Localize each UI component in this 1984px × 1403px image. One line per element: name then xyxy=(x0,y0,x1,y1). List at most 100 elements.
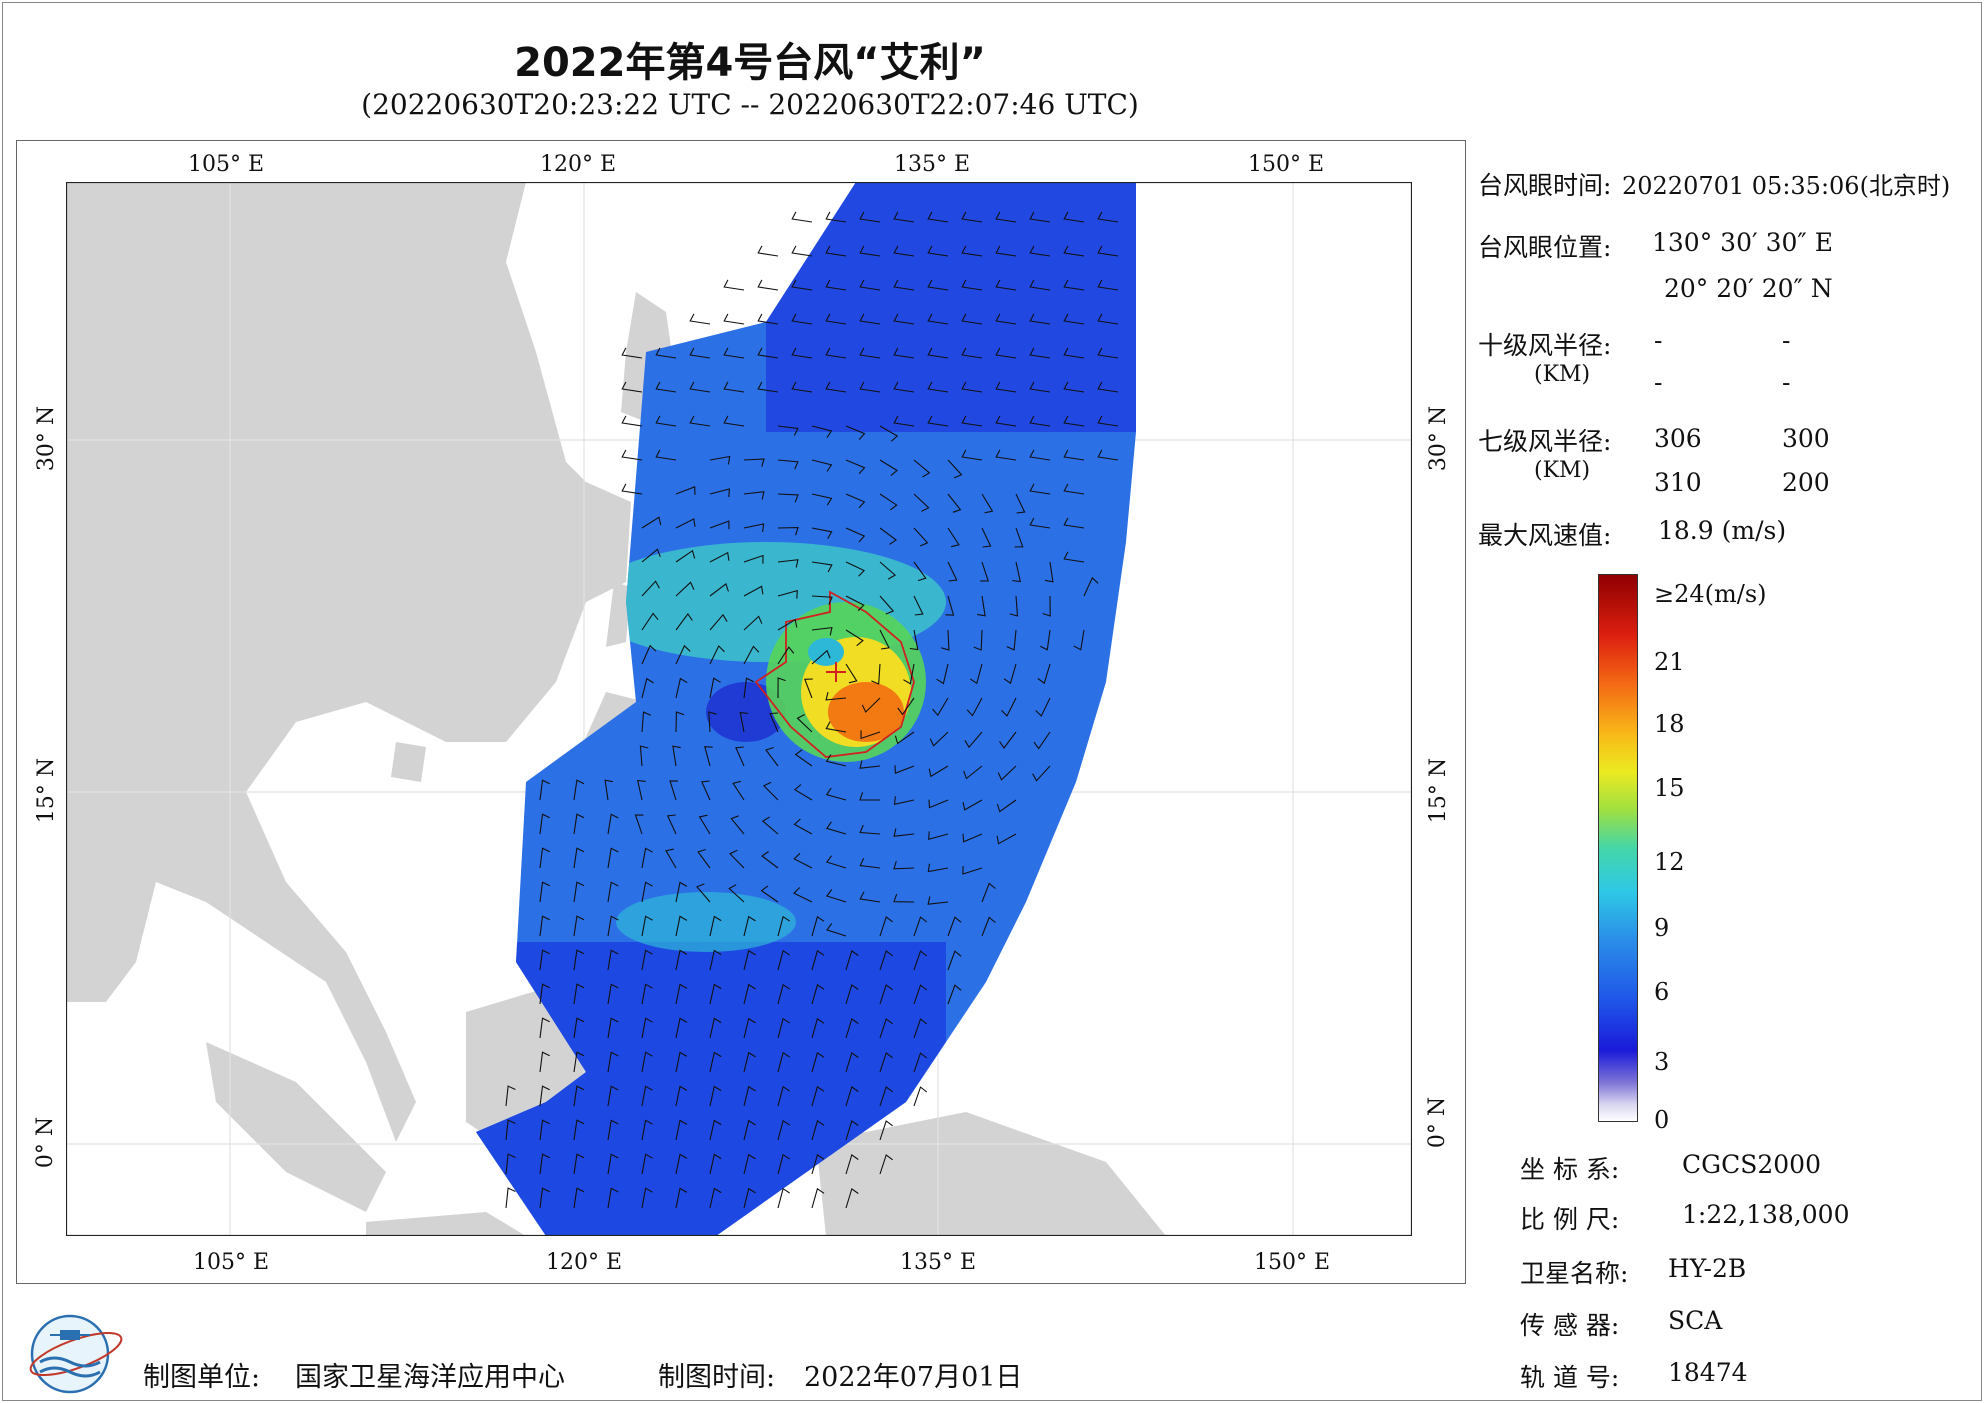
wind-barb xyxy=(743,1119,756,1141)
wind-barb xyxy=(675,1017,688,1039)
wind-barb xyxy=(539,949,550,971)
wind-barb xyxy=(825,855,847,869)
wind-barb xyxy=(621,347,643,359)
wind-barb xyxy=(913,595,924,616)
mapping-unit-label: 制图单位: xyxy=(143,1362,261,1393)
wind-barb xyxy=(1035,697,1051,717)
wind-barb xyxy=(777,1051,791,1073)
wind-barb xyxy=(505,1119,516,1141)
wind-barb xyxy=(893,279,915,291)
wind-barb xyxy=(1063,415,1085,427)
wind-barb xyxy=(859,211,881,223)
wind-barb xyxy=(539,915,550,937)
wind-barb xyxy=(947,527,960,548)
wind-barb xyxy=(1029,483,1051,495)
wind-barb xyxy=(1063,483,1085,495)
r10-value-1: - xyxy=(1654,326,1663,355)
r7-value-2: 300 xyxy=(1782,424,1830,453)
wind-barb xyxy=(689,313,711,325)
wind-barb xyxy=(913,916,928,937)
wind-barb xyxy=(1029,449,1051,461)
wind-barb xyxy=(1033,731,1051,750)
wind-barb xyxy=(961,347,983,359)
wind-barb xyxy=(981,493,994,514)
r7-label: 七级风半径: xyxy=(1478,427,1612,456)
wind-barb xyxy=(845,1052,859,1073)
wind-barb xyxy=(743,585,764,597)
lon-label-bottom-120: 120° E xyxy=(546,1250,623,1275)
wind-barb xyxy=(732,780,745,801)
wind-barb xyxy=(1063,245,1085,257)
wind-barb xyxy=(641,881,653,903)
wind-barb xyxy=(811,1051,825,1073)
wind-barb xyxy=(791,279,813,291)
wind-barb xyxy=(825,889,847,903)
wind-barb xyxy=(1097,347,1119,359)
wind-barb xyxy=(573,847,585,869)
wind-barb xyxy=(709,1051,722,1073)
wind-barb xyxy=(913,984,928,1005)
lat-label-left-0: 0° N xyxy=(33,1116,59,1169)
wind-barb xyxy=(845,425,866,440)
colorbar-label-6: 6 xyxy=(1654,978,1670,1006)
wind-barb xyxy=(641,847,653,869)
wind-barb xyxy=(791,347,813,359)
colorbar-label-24: ≥24(m/s) xyxy=(1654,580,1767,608)
wind-barb xyxy=(1097,211,1119,223)
wind-barb xyxy=(777,983,791,1005)
wind-barb xyxy=(777,425,799,436)
wind-barb xyxy=(641,1051,653,1073)
wind-barb xyxy=(811,983,825,1005)
wind-barb xyxy=(723,347,745,359)
taiwan xyxy=(606,582,631,647)
wind-barb xyxy=(743,523,765,532)
wind-barb xyxy=(777,1119,791,1141)
wind-barb xyxy=(947,561,958,582)
wind-barb xyxy=(672,745,681,767)
wind-barb xyxy=(879,984,893,1005)
wind-barb xyxy=(1063,449,1085,461)
wind-barb xyxy=(765,746,779,767)
wind-barb xyxy=(845,950,859,971)
wind-barb xyxy=(1029,381,1051,393)
wind-barb xyxy=(893,415,915,427)
wind-barb xyxy=(641,949,653,971)
wind-barb xyxy=(697,848,711,869)
wind-barb xyxy=(995,245,1017,257)
wind-barb xyxy=(1097,279,1119,291)
wind-barb xyxy=(709,677,721,699)
wind-barb xyxy=(893,347,915,359)
wind-barb xyxy=(794,749,813,767)
wind-barb xyxy=(1037,663,1051,685)
lat-label-left-30: 30° N xyxy=(34,405,60,472)
wind-barb xyxy=(655,381,677,393)
wind-barb xyxy=(861,697,881,713)
wind-barb xyxy=(893,313,915,325)
wind-barb xyxy=(1032,765,1051,782)
wind-barb xyxy=(743,915,756,937)
wind-barb xyxy=(811,1153,825,1175)
wind-barb xyxy=(573,1153,585,1175)
wind-barb xyxy=(698,814,711,835)
wind-barb xyxy=(777,677,786,699)
sumatra xyxy=(206,1042,386,1212)
wind-barb xyxy=(607,1051,619,1073)
wind-barb xyxy=(675,518,696,529)
wind-barb xyxy=(1029,211,1051,223)
wind-barb xyxy=(825,754,847,767)
max-wind-value: 18.9 (m/s) xyxy=(1658,516,1787,545)
wind-barb xyxy=(811,1119,825,1141)
wind-barb xyxy=(927,896,949,905)
wind-barb xyxy=(743,554,764,564)
wind-barb xyxy=(894,765,915,774)
lon-label-top-120: 120° E xyxy=(540,152,617,177)
wind-barbs xyxy=(505,211,1119,1209)
wind-barb xyxy=(927,313,949,325)
wind-barb xyxy=(995,279,1017,291)
wind-barb xyxy=(573,1017,585,1039)
wind-barb xyxy=(539,847,550,869)
lat-label-right-30: 30° N xyxy=(1426,405,1452,472)
wind-barb xyxy=(995,347,1017,359)
wind-barb xyxy=(811,949,825,971)
wind-barb xyxy=(709,1187,722,1209)
